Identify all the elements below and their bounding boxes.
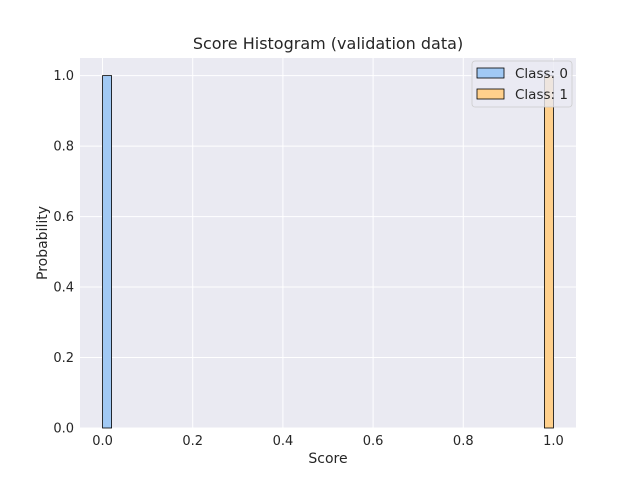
y-tick-label: 1.0: [53, 69, 74, 84]
plot-area: [80, 58, 576, 428]
y-tick-label: 0.0: [53, 422, 74, 437]
histogram-bar-class-1: [544, 75, 554, 429]
y-tick-label: 0.4: [53, 281, 74, 296]
histogram-bar-class-0: [102, 75, 112, 429]
x-tick-label: 0.2: [182, 434, 203, 449]
y-tick-label: 0.6: [53, 210, 74, 225]
x-axis-label: Score: [308, 451, 347, 467]
x-tick-label: 0.8: [453, 434, 474, 449]
x-tick-label: 1.0: [543, 434, 564, 449]
chart-title: Score Histogram (validation data): [193, 34, 463, 53]
x-tick-label: 0.4: [273, 434, 294, 449]
legend: Class: 0 Class: 1: [471, 60, 573, 108]
x-tick-label: 0.6: [363, 434, 384, 449]
y-tick-labels: 0.0 0.2 0.4 0.6 0.8 1.0: [53, 69, 74, 436]
y-tick-label: 0.8: [53, 140, 74, 155]
x-tick-label: 0.0: [92, 434, 113, 449]
legend-swatch: [476, 67, 505, 79]
y-axis-label: Probability: [35, 206, 51, 280]
legend-label: Class: 1: [515, 87, 568, 103]
legend-label: Class: 0: [515, 66, 568, 82]
legend-swatch: [476, 88, 505, 100]
y-tick-label: 0.2: [53, 351, 74, 366]
x-tick-labels: 0.0 0.2 0.4 0.6 0.8 1.0: [92, 434, 564, 449]
